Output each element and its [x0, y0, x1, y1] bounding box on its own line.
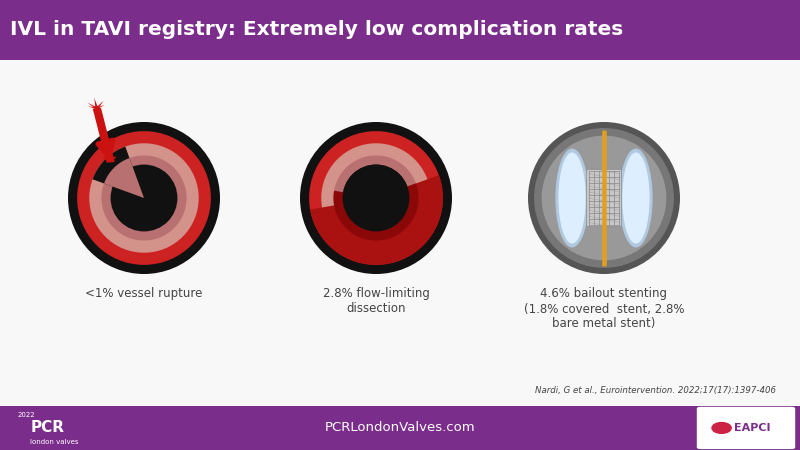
Ellipse shape [528, 122, 680, 274]
Polygon shape [93, 108, 114, 163]
Circle shape [712, 423, 731, 433]
FancyBboxPatch shape [697, 407, 795, 449]
Ellipse shape [90, 143, 198, 253]
Text: 4.6% bailout stenting
(1.8% covered  stent, 2.8%
bare metal stent): 4.6% bailout stenting (1.8% covered sten… [524, 288, 684, 330]
Ellipse shape [619, 148, 653, 248]
Bar [0, 0, 800, 60]
Ellipse shape [300, 122, 452, 274]
Ellipse shape [322, 143, 430, 253]
Text: IVL in TAVI registry: Extremely low complication rates: IVL in TAVI registry: Extremely low comp… [10, 20, 623, 40]
Polygon shape [310, 175, 443, 265]
Bar [0, 406, 800, 450]
Text: PCRLondonValves.com: PCRLondonValves.com [325, 422, 475, 434]
Ellipse shape [558, 153, 586, 243]
Text: Nardi, G et al., Eurointervention. 2022;17(17):1397-406: Nardi, G et al., Eurointervention. 2022;… [535, 386, 776, 395]
Ellipse shape [110, 165, 178, 231]
Polygon shape [93, 147, 144, 198]
Polygon shape [87, 106, 98, 109]
Ellipse shape [309, 131, 443, 265]
Polygon shape [104, 158, 144, 198]
Ellipse shape [534, 128, 674, 268]
Polygon shape [94, 98, 98, 108]
Polygon shape [96, 105, 105, 109]
Ellipse shape [622, 153, 650, 243]
Polygon shape [87, 103, 98, 109]
Ellipse shape [342, 165, 410, 231]
Ellipse shape [102, 155, 186, 241]
Ellipse shape [342, 165, 410, 231]
Bar [0, 60, 800, 406]
Polygon shape [102, 157, 117, 162]
Polygon shape [334, 184, 418, 241]
Ellipse shape [542, 136, 666, 260]
Text: <1% vessel rupture: <1% vessel rupture [86, 288, 202, 301]
Text: 2022: 2022 [18, 412, 35, 418]
Text: london valves: london valves [30, 439, 79, 445]
FancyBboxPatch shape [586, 169, 622, 227]
Ellipse shape [555, 148, 589, 248]
Ellipse shape [77, 131, 211, 265]
Text: PCR: PCR [30, 419, 64, 435]
Ellipse shape [68, 122, 220, 274]
Text: 2.8% flow-limiting
dissection: 2.8% flow-limiting dissection [322, 288, 430, 315]
Text: EAPCI: EAPCI [734, 423, 770, 433]
Polygon shape [96, 101, 104, 108]
Ellipse shape [334, 155, 418, 241]
